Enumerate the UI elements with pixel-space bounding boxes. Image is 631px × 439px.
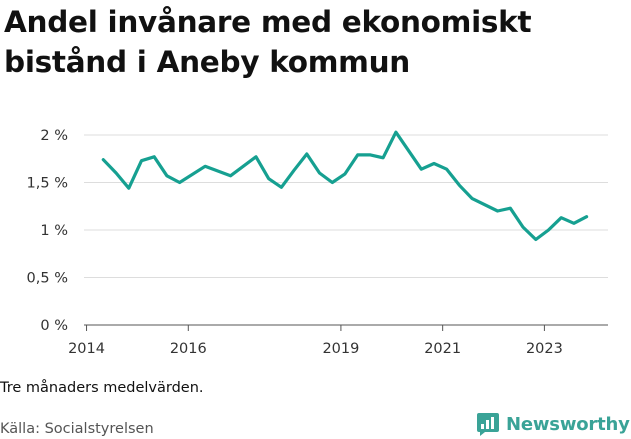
y-axis-tick-labels: 0 % 0,5 % 1 % 1,5 % 2 % <box>27 128 68 334</box>
x-tick-label: 2016 <box>170 341 207 357</box>
line-chart: 0 % 0,5 % 1 % 1,5 % 2 % 2014 2016 2019 2021 2023 <box>27 128 608 357</box>
x-tick-label: 2019 <box>322 341 359 357</box>
x-tick-label: 2021 <box>424 341 461 357</box>
x-tick-label: 2014 <box>68 341 105 357</box>
y-tick-label: 0,5 % <box>27 271 68 287</box>
footnote: Tre månaders medelvärden. <box>0 380 204 396</box>
brand-name: Newsworthy <box>506 413 630 435</box>
brand-logo: Newsworthy <box>476 409 630 439</box>
x-axis: 2014 2016 2019 2021 2023 <box>68 324 608 357</box>
source-credit: Källa: Socialstyrelsen <box>0 421 154 437</box>
series-layer <box>101 130 589 242</box>
y-tick-label: 2 % <box>40 128 68 144</box>
y-tick-label: 1,5 % <box>27 176 68 192</box>
newsworthy-bar-chart-icon <box>477 413 499 436</box>
y-tick-label: 0 % <box>40 318 68 334</box>
gridlines <box>84 134 608 278</box>
x-tick-label: 2023 <box>526 341 563 357</box>
chart-title: Andel invånare med ekonomiskt bistånd i … <box>4 5 532 79</box>
y-tick-label: 1 % <box>40 223 68 239</box>
series-line <box>101 130 589 242</box>
